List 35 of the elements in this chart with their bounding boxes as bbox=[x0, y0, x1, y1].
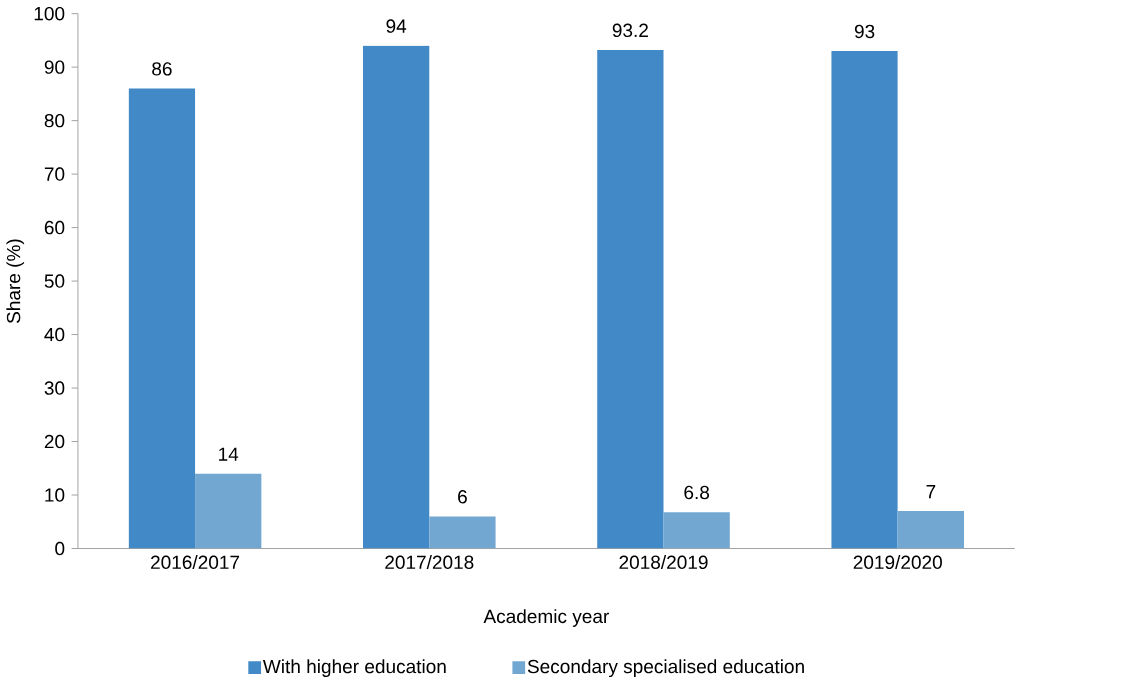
x-tick-label: 2018/2019 bbox=[619, 555, 708, 570]
data-label: 7 bbox=[926, 485, 936, 499]
data-label: 6.8 bbox=[684, 485, 710, 500]
y-tick-label: 80 bbox=[44, 113, 65, 128]
data-label: 86 bbox=[152, 62, 172, 76]
x-axis-title: Academic year bbox=[483, 609, 609, 627]
y-tick-label: 40 bbox=[44, 327, 65, 342]
legend-label: Secondary specialised education bbox=[527, 659, 804, 678]
data-label: 14 bbox=[219, 447, 239, 461]
bar bbox=[363, 45, 430, 549]
y-tick-label: 90 bbox=[44, 60, 65, 74]
legend-label: With higher education bbox=[262, 659, 446, 678]
bar bbox=[831, 51, 898, 549]
bar bbox=[128, 88, 196, 549]
data-label: 93 bbox=[854, 24, 875, 39]
data-label: 94 bbox=[386, 19, 407, 33]
data-label: 93.2 bbox=[612, 23, 648, 38]
bar bbox=[663, 512, 730, 549]
y-tick-label: 70 bbox=[44, 167, 65, 181]
y-tick-label: 20 bbox=[44, 434, 65, 449]
y-axis-title: Share (%) bbox=[6, 239, 25, 324]
bar bbox=[195, 473, 262, 549]
data-label: 6 bbox=[458, 490, 467, 504]
x-tick-label: 2019/2020 bbox=[853, 555, 942, 570]
x-tick-label: 2016/2017 bbox=[151, 555, 240, 570]
y-tick-label: 50 bbox=[44, 274, 65, 288]
y-tick-label: 100 bbox=[34, 6, 65, 21]
bar bbox=[429, 516, 496, 549]
bar bbox=[897, 511, 965, 549]
y-tick-label: 30 bbox=[44, 381, 65, 395]
y-tick-label: 10 bbox=[45, 488, 65, 502]
bar bbox=[597, 50, 664, 549]
x-tick-label: 2017/2018 bbox=[385, 555, 474, 570]
y-tick-label: 60 bbox=[44, 220, 65, 235]
y-tick-label: 0 bbox=[55, 541, 65, 556]
